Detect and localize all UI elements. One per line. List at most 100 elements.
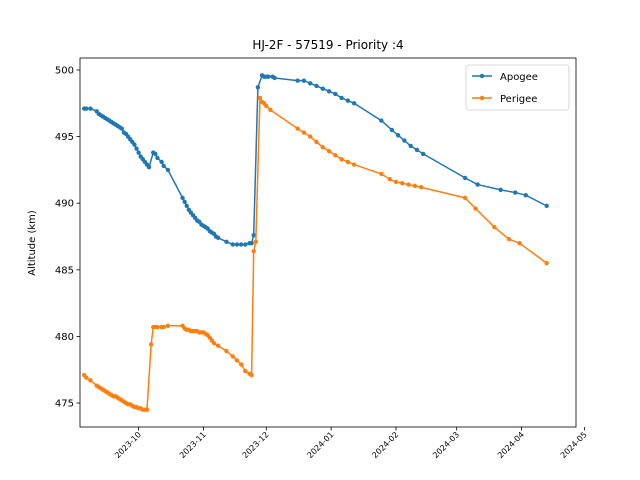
data-point [339,95,344,101]
data-point [498,187,503,193]
data-point [136,150,141,155]
data-point [475,182,480,187]
y-tick-label: 490 [55,199,74,210]
data-point [408,143,413,149]
data-point [266,74,271,79]
data-point [393,179,399,185]
data-point [88,378,93,383]
plot-area [79,57,577,428]
data-point [421,151,426,157]
data-point [165,323,171,328]
data-point [165,167,171,173]
x-tick-label: 2023-12 [241,430,271,460]
data-point [132,142,137,147]
data-point [320,145,325,150]
data-point [314,83,319,89]
data-point [224,348,229,354]
data-point [506,236,512,242]
data-point [414,147,420,153]
x-tick-label: 2024-02 [370,430,400,460]
data-point [224,239,229,245]
data-point [272,75,277,81]
data-point [544,260,549,266]
data-point [462,195,468,201]
data-point [180,195,185,201]
data-point [144,407,150,412]
data-point [308,134,313,139]
data-point [88,106,93,111]
data-point [257,95,263,101]
data-point [333,153,338,158]
data-point [255,85,261,90]
data-point [389,127,395,133]
y-tick-label: 475 [55,399,74,410]
data-point [155,324,160,330]
data-point [234,242,240,247]
data-point [238,242,244,247]
data-point [326,89,332,94]
data-point [301,130,307,135]
data-point [84,375,89,380]
data-point [351,101,357,106]
y-axis-label: Altitude (km) [27,210,38,276]
data-point [301,78,307,83]
x-tick-label: 2024-05 [559,430,589,460]
legend: Apogee Perigee [465,64,570,111]
data-point [406,182,411,187]
x-tick-label: 2024-01 [306,430,336,460]
data-point [544,203,549,209]
data-point [84,106,89,111]
y-tick-label: 495 [55,132,74,143]
data-point [513,190,518,195]
chart-title: HJ-2F - 57519 - Priority :4 [252,38,403,52]
data-point [523,193,528,198]
data-point [412,183,418,189]
x-tick-label: 2023-11 [178,430,208,460]
data-point [517,240,522,246]
data-point [264,103,269,109]
data-point [473,206,478,211]
data-point [153,151,158,157]
data-point [314,139,319,145]
data-point [253,239,258,245]
data-point [345,159,351,165]
legend-swatch-marker [479,95,485,101]
series-apogee [81,73,549,247]
legend-label: Apogee [500,72,538,83]
data-point [182,199,187,205]
legend-swatch-marker [479,73,485,79]
data-point [379,118,384,123]
data-point [234,358,240,363]
data-point [184,203,189,209]
data-point [387,177,392,182]
x-tick-label: 2023-10 [113,430,143,460]
data-point [351,162,357,167]
data-point [339,157,344,162]
y-tick-label: 480 [55,332,74,343]
data-point [215,343,221,348]
series-perigee [81,95,549,412]
data-point [251,248,256,254]
legend-label: Perigee [500,94,537,105]
data-point [268,107,273,113]
x-tick-label: 2024-03 [431,430,461,460]
data-point [230,354,235,359]
data-point [155,155,160,161]
data-point [134,146,139,151]
data-point [295,78,300,83]
data-point [492,224,497,230]
data-point [295,126,300,131]
series-layer [81,73,549,412]
data-point [308,81,313,86]
data-point [395,133,401,138]
data-point [243,242,248,247]
data-point [462,175,468,181]
y-tick-label: 500 [55,65,74,76]
data-point [320,86,325,91]
data-point [215,235,221,241]
data-point [249,240,254,246]
data-point [345,98,351,103]
data-point [379,171,384,177]
data-point [333,91,338,97]
